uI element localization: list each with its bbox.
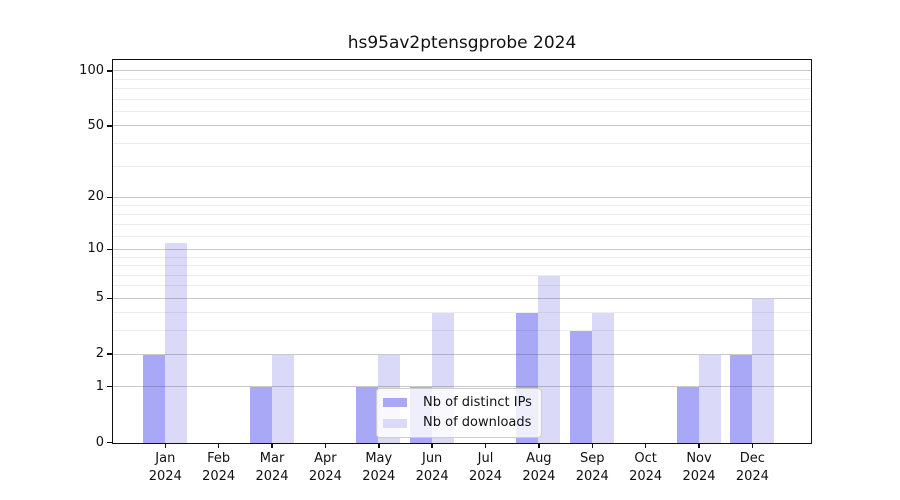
x-tick-label-aug: Aug 2024 xyxy=(522,451,556,484)
legend-label-downloads: Nb of downloads xyxy=(423,415,532,431)
x-tick-label-apr: Apr 2024 xyxy=(308,451,342,484)
y-tick-mark xyxy=(107,441,112,444)
x-tick-label-may: May 2024 xyxy=(362,451,396,484)
legend-entry-downloads: Nb of downloads xyxy=(383,414,535,432)
x-tick-label-nov: Nov 2024 xyxy=(682,451,716,484)
bars-layer xyxy=(113,60,811,443)
x-tick-label-jun: Jun 2024 xyxy=(415,451,449,484)
y-tick-mark xyxy=(107,248,112,251)
x-tick-mark xyxy=(217,444,220,448)
y-tick-mark xyxy=(107,196,112,199)
x-tick-mark xyxy=(591,444,593,448)
bar-sep-distinct-ips xyxy=(569,331,592,443)
x-tick-mark xyxy=(644,444,647,448)
x-tick-mark xyxy=(751,444,754,448)
x-tick-mark xyxy=(484,444,487,448)
bar-nov-downloads xyxy=(698,354,721,443)
y-tick-label: 100 xyxy=(79,62,104,78)
x-tick-label-mar: Mar 2024 xyxy=(255,451,289,484)
bar-nov-distinct-ips xyxy=(676,387,699,443)
y-tick-label: 2 xyxy=(95,346,104,362)
y-tick-label: 50 xyxy=(87,117,104,133)
y-tick-mark xyxy=(107,353,112,355)
y-tick-mark xyxy=(107,70,112,72)
bar-may-distinct-ips xyxy=(356,387,379,443)
bar-jan-distinct-ips xyxy=(142,354,165,443)
x-tick-label-feb: Feb 2024 xyxy=(202,451,236,484)
x-tick-label-sep: Sep 2024 xyxy=(575,451,609,484)
x-tick-label-jan: Jan 2024 xyxy=(148,451,182,484)
x-tick-label-dec: Dec 2024 xyxy=(735,451,769,484)
y-tick-label: 0 xyxy=(95,434,104,450)
chart-title: hs95av2ptensgprobe 2024 xyxy=(347,33,577,53)
bar-dec-downloads xyxy=(751,298,774,443)
y-tick-mark xyxy=(107,385,112,388)
x-tick-mark xyxy=(164,444,167,448)
x-tick-mark xyxy=(538,444,540,448)
x-tick-mark xyxy=(271,444,273,448)
bar-sep-downloads xyxy=(591,313,614,443)
y-tick-mark xyxy=(107,125,112,127)
y-tick-label: 10 xyxy=(87,241,104,257)
y-tick-label: 1 xyxy=(95,378,104,394)
legend: Nb of distinct IPs Nb of downloads xyxy=(376,388,542,438)
bar-dec-distinct-ips xyxy=(729,354,752,443)
x-tick-mark xyxy=(698,444,700,448)
legend-swatch-distinct-ips-icon xyxy=(383,398,407,408)
legend-swatch-downloads-icon xyxy=(383,418,407,428)
legend-entry-distinct-ips: Nb of distinct IPs xyxy=(383,394,535,412)
bar-mar-downloads xyxy=(271,354,294,443)
legend-label-distinct-ips: Nb of distinct IPs xyxy=(423,394,532,410)
x-tick-label-oct: Oct 2024 xyxy=(629,451,663,484)
x-tick-mark xyxy=(324,444,327,448)
y-tick-mark xyxy=(107,297,112,299)
bar-aug-downloads xyxy=(538,275,561,443)
bar-jan-downloads xyxy=(164,242,187,443)
x-tick-mark xyxy=(378,444,380,448)
x-tick-mark xyxy=(431,444,433,448)
y-tick-label: 20 xyxy=(87,189,104,205)
bar-mar-distinct-ips xyxy=(249,387,272,443)
x-tick-label-jul: Jul 2024 xyxy=(468,451,503,484)
plot-area: Nb of distinct IPs Nb of downloads xyxy=(112,59,812,444)
y-tick-label: 5 xyxy=(95,290,104,306)
